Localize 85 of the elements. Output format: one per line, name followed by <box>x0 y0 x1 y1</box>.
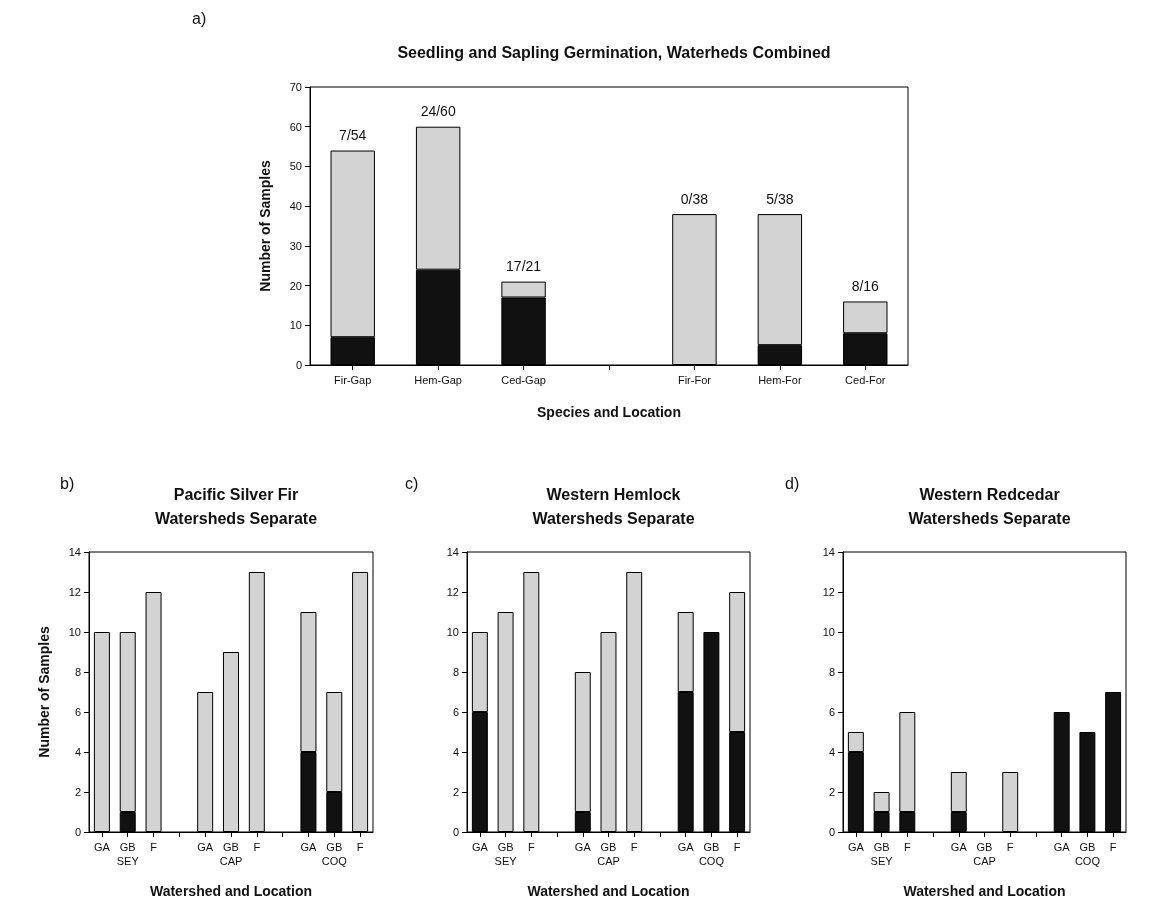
y-tick-label: 12 <box>446 586 459 598</box>
y-tick-label: 0 <box>452 826 459 838</box>
x-tick-label: GA <box>847 841 865 853</box>
y-tick-label: 0 <box>74 826 81 838</box>
y-tick-label: 50 <box>289 160 302 173</box>
y-tick-label: 10 <box>68 626 81 638</box>
x-tick-label: GA <box>677 841 695 853</box>
annotation: 24/60 <box>420 103 456 120</box>
x-tick-label: Ced-Gap <box>501 374 546 386</box>
text: b) <box>60 474 75 492</box>
x-axis-title: Watershed and Location <box>903 883 1066 899</box>
x-tick-label: GB COQ <box>1074 841 1101 867</box>
y-tick-label: 20 <box>289 279 302 292</box>
y-tick-label: 14 <box>446 546 459 558</box>
y-tick-label: 8 <box>828 666 835 678</box>
annotation: 8/16 <box>851 277 880 294</box>
x-tick-label: GA <box>1053 841 1071 853</box>
x-tick-label: GB SEY <box>870 841 894 867</box>
x-tick-label: GA <box>93 841 111 853</box>
x-tick-label: GB SEY <box>116 841 140 867</box>
x-tick-label: GA <box>950 841 968 853</box>
x-tick-label: F <box>1109 841 1117 853</box>
x-tick-label: GA <box>197 841 214 853</box>
y-tick-label: 10 <box>289 319 302 332</box>
x-tick-label: Hem-Gap <box>414 374 462 386</box>
chart-title: Pacific Silver Fir Watersheds Separate <box>154 485 318 527</box>
text: a) <box>192 9 207 27</box>
x-tick-label: F <box>527 841 535 853</box>
y-tick-label: 8 <box>452 666 459 678</box>
x-tick-label: F <box>733 841 741 853</box>
x-tick-label: Fir-For <box>677 374 712 386</box>
y-tick-label: 6 <box>452 706 459 718</box>
y-tick-label: 70 <box>289 81 302 93</box>
x-tick-label: GB CAP <box>219 841 243 867</box>
y-tick-label: 12 <box>822 586 835 598</box>
x-tick-label: Hem-For <box>758 374 802 386</box>
chart-title: Western Hemlock Watersheds Separate <box>532 485 695 527</box>
y-tick-label: 6 <box>828 706 835 718</box>
x-tick-label: GB COQ <box>321 841 348 867</box>
x-tick-label: GB COQ <box>698 841 725 867</box>
x-tick-label: GB CAP <box>973 841 996 867</box>
y-tick-label: 4 <box>452 746 459 758</box>
y-tick-label: 30 <box>289 239 302 252</box>
y-tick-label: 10 <box>446 626 459 638</box>
x-tick-label: F <box>630 841 638 853</box>
x-tick-label: GB SEY <box>494 841 518 867</box>
x-axis-title: Watershed and Location <box>527 883 690 899</box>
y-tick-label: 10 <box>822 626 835 638</box>
x-tick-label: F <box>253 841 261 853</box>
y-tick-label: 12 <box>68 586 81 598</box>
y-tick-label: 6 <box>74 706 81 718</box>
x-tick-label: GB CAP <box>597 841 620 867</box>
x-tick-label: Ced-For <box>845 374 886 386</box>
y-tick-label: 2 <box>828 786 835 798</box>
y-tick-label: 2 <box>74 786 81 798</box>
y-tick-label: 4 <box>828 746 835 758</box>
y-tick-label: 40 <box>289 200 302 213</box>
x-tick-label: F <box>1006 841 1014 853</box>
x-axis-title: Species and Location <box>537 404 681 420</box>
y-tick-label: 60 <box>289 120 302 133</box>
x-axis-title: Watershed and Location <box>149 883 313 899</box>
x-tick-label: GA <box>574 841 592 853</box>
y-tick-label: 8 <box>74 666 81 678</box>
x-tick-label: Fir-Gap <box>334 374 372 386</box>
y-tick-label: 4 <box>74 746 81 758</box>
annotation: 7/54 <box>339 127 367 144</box>
y-tick-label: 14 <box>68 546 81 558</box>
x-tick-label: F <box>150 841 158 853</box>
x-tick-label: GA <box>300 841 318 853</box>
y-tick-label: 14 <box>822 546 835 558</box>
annotation: 5/38 <box>766 190 794 207</box>
text: d) <box>785 474 800 492</box>
y-tick-label: 2 <box>452 786 459 798</box>
y-tick-label: 0 <box>828 826 835 838</box>
y-axis-title: Number of Samples <box>36 626 52 758</box>
x-tick-label: GA <box>471 841 489 853</box>
chart-title: Seedling and Sapling Germination, Waterheds Combined <box>397 43 831 61</box>
chart-title: Western Redcedar Watersheds Separate <box>908 485 1071 527</box>
y-tick-label: 0 <box>295 359 302 371</box>
text: c) <box>405 474 419 492</box>
x-tick-label: F <box>903 841 911 853</box>
x-tick-label: F <box>356 841 364 853</box>
annotation: 17/21 <box>506 258 542 275</box>
annotation: 0/38 <box>680 190 709 207</box>
y-axis-title: Number of Samples <box>257 160 273 292</box>
